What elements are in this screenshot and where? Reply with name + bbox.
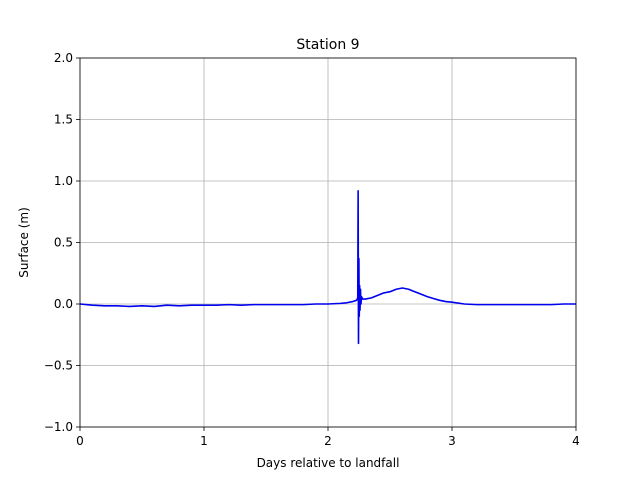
y-tick-label: 2.0 (54, 51, 73, 65)
series-layer (79, 190, 576, 345)
x-tick-label: 4 (572, 434, 580, 448)
axis-ticks: 0 1 2 3 4 −1.0 −0.5 0.0 0.5 1.0 1.5 2.0 (44, 51, 580, 448)
x-tick-label: 3 (448, 434, 456, 448)
x-axis-label: Days relative to landfall (257, 456, 400, 470)
chart-title: Station 9 (296, 37, 359, 53)
x-tick-label: 2 (324, 434, 332, 448)
grid-lines (79, 57, 577, 428)
y-tick-label: 0.5 (54, 236, 73, 250)
y-tick-label: −1.0 (44, 420, 73, 434)
series-line-0 (79, 190, 576, 345)
x-tick-label: 0 (76, 434, 84, 448)
x-tick-label: 1 (200, 434, 208, 448)
y-axis-label: Surface (m) (17, 207, 31, 278)
y-tick-label: 1.5 (54, 113, 73, 127)
y-tick-label: −0.5 (44, 359, 73, 373)
y-tick-label: 1.0 (54, 174, 73, 188)
y-tick-label: 0.0 (54, 297, 73, 311)
